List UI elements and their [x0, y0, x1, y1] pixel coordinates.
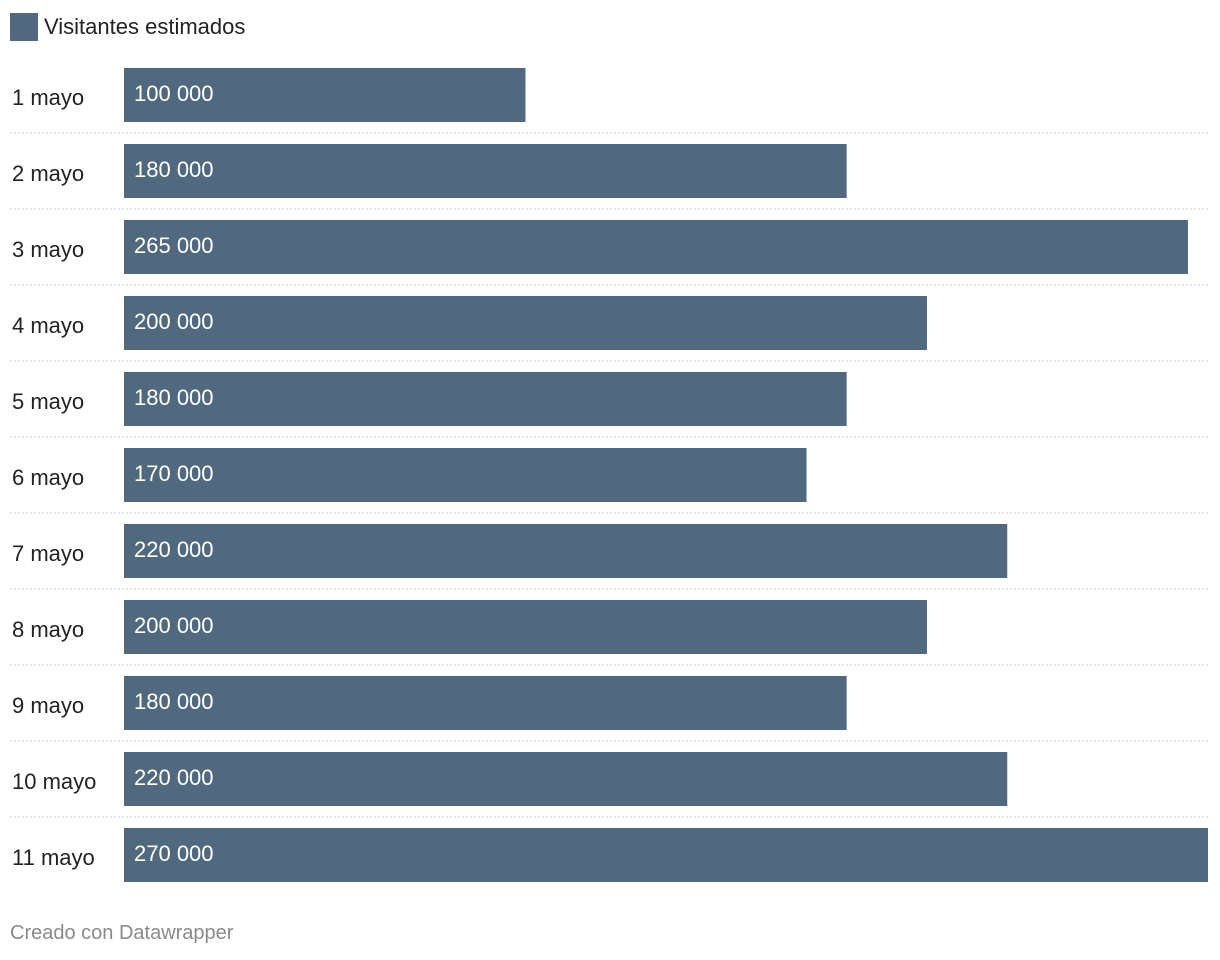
category-label: 3 mayo [12, 237, 84, 262]
bar [124, 68, 526, 122]
value-label: 180 000 [134, 157, 214, 182]
bar [124, 828, 1208, 882]
value-label: 180 000 [134, 689, 214, 714]
value-label: 200 000 [134, 309, 214, 334]
bar [124, 600, 927, 654]
category-label: 9 mayo [12, 693, 84, 718]
category-label: 8 mayo [12, 617, 84, 642]
bar [124, 296, 927, 350]
category-label: 5 mayo [12, 389, 84, 414]
value-label: 265 000 [134, 233, 214, 258]
value-label: 220 000 [134, 765, 214, 790]
category-label: 2 mayo [12, 161, 84, 186]
category-label: 4 mayo [12, 313, 84, 338]
category-label: 6 mayo [12, 465, 84, 490]
category-label: 10 mayo [12, 769, 96, 794]
bar [124, 676, 847, 730]
bar [124, 524, 1008, 578]
bar [124, 220, 1188, 274]
category-label: 7 mayo [12, 541, 84, 566]
value-label: 180 000 [134, 385, 214, 410]
legend-label: Visitantes estimados [44, 14, 246, 39]
bar [124, 448, 807, 502]
legend-swatch [10, 13, 38, 41]
bar [124, 752, 1008, 806]
value-label: 200 000 [134, 613, 214, 638]
value-label: 170 000 [134, 461, 214, 486]
bar [124, 372, 847, 426]
category-label: 11 mayo [12, 845, 95, 870]
bar-chart: 1 mayo 100 000 2 mayo 180 000 3 mayo 265 000 4… [10, 68, 1208, 882]
bar [124, 144, 847, 198]
category-label: 1 mayo [12, 85, 84, 110]
footer-credit: Creado con Datawrapper [10, 922, 234, 944]
value-label: 270 000 [134, 841, 214, 866]
value-label: 100 000 [134, 81, 214, 106]
value-label: 220 000 [134, 537, 214, 562]
legend: Visitantes estimados [10, 12, 245, 42]
